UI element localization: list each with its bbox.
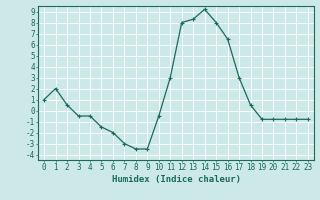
X-axis label: Humidex (Indice chaleur): Humidex (Indice chaleur) <box>111 175 241 184</box>
